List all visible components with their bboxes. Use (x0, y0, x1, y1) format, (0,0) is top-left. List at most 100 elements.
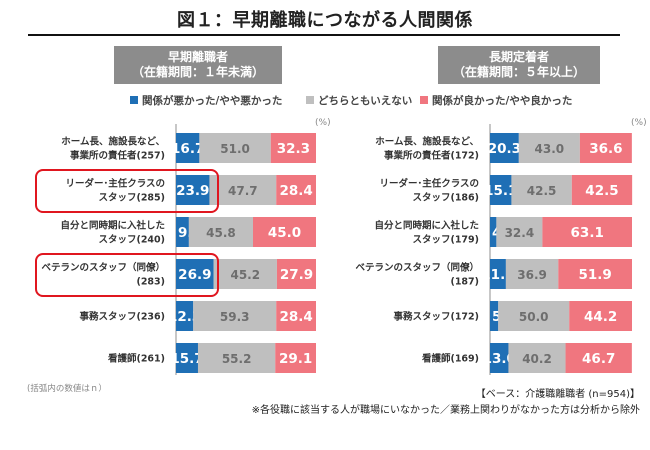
legend-item-neutral: どちらともいえない (306, 93, 412, 108)
right-bar-segment-good (542, 217, 632, 247)
right-bar-segment-bad (490, 301, 499, 331)
right-data-label-bad: 20.3 (488, 141, 521, 157)
left-category-label: 看護師(261) (108, 353, 165, 365)
right-bar-segment-bad (490, 259, 506, 289)
left-bar-segment-good (253, 217, 316, 247)
right-percent-unit: (%) (631, 118, 647, 128)
left-bar-segment-good (275, 343, 316, 373)
left-data-label-neutral: 59.3 (220, 310, 250, 324)
left-bar-segment-bad (176, 301, 194, 331)
left-data-label-bad: 16.7 (171, 141, 204, 157)
right-bar-segment-bad (490, 133, 519, 163)
right-bar-segment-neutral (508, 343, 566, 373)
right-bar-segment-neutral (518, 133, 580, 163)
right-panel-header: 長期定着者 （在籍期間：５年以上） (438, 46, 600, 84)
right-category-label: 自分と同時期に入社したスタッフ(179) (374, 220, 479, 246)
right-data-label-good: 44.2 (584, 309, 617, 325)
left-bar-segment-neutral (213, 259, 277, 289)
left-bar-segment-bad (176, 133, 200, 163)
left-bar-segment-bad (176, 175, 210, 205)
left-data-label-neutral: 47.7 (228, 184, 258, 198)
left-data-label-neutral: 45.8 (206, 226, 236, 240)
title-underline (28, 34, 620, 36)
left-data-label-good: 28.4 (279, 183, 312, 199)
right-data-label-neutral: 50.0 (519, 310, 549, 324)
left-data-label-bad: 15.7 (170, 351, 203, 367)
right-bar-segment-good (569, 301, 632, 331)
right-bar-segment-bad (490, 343, 509, 373)
legend-item-good: 関係が良かった/やや良かった (420, 93, 572, 108)
left-category-label: 自分と同時期に入社したスタッフ(240) (60, 220, 165, 246)
left-panel-subtitle: （在籍期間：１年未満） (131, 65, 264, 79)
right-category-label: 看護師(169) (422, 353, 479, 365)
right-panel-subtitle: （在籍期間：５年以上） (452, 65, 585, 79)
left-bar-segment-good (276, 301, 316, 331)
highlight-box-leader (35, 169, 219, 213)
legend-label-bad: 関係が悪かった/やや悪かった (142, 95, 283, 107)
left-bar-segment-neutral (199, 133, 271, 163)
left-data-label-neutral: 51.0 (220, 142, 250, 156)
right-bar-segment-neutral (505, 259, 559, 289)
right-bar-segment-neutral (496, 217, 543, 247)
left-percent-unit: (%) (315, 118, 331, 128)
left-bar-segment-neutral (193, 301, 277, 331)
left-bar-segment-good (270, 133, 316, 163)
left-data-label-good: 29.1 (279, 351, 312, 367)
legend-swatch-bad (130, 96, 138, 104)
left-category-label: 事務スタッフ(236) (79, 311, 165, 323)
right-bar-segment-good (579, 133, 632, 163)
left-panel-header: 早期離職者 （在籍期間：１年未満） (114, 46, 282, 84)
chart-legend: 関係が悪かった/やや悪かった どちらともいえない 関係が良かった/やや良かった (0, 93, 650, 111)
right-data-label-neutral: 40.2 (522, 352, 552, 366)
left-bar-segment-bad (176, 217, 189, 247)
right-bar-segment-neutral (511, 175, 572, 205)
right-data-label-neutral: 42.5 (527, 184, 557, 198)
right-data-label-neutral: 43.0 (535, 142, 565, 156)
left-bar-segment-good (276, 259, 316, 289)
left-category-label: ベテランのスタッフ（同僚）(283) (41, 262, 165, 288)
left-data-label-neutral: 45.2 (230, 268, 260, 282)
exclusion-note: ※各役職に該当する人が職場にいなかった／業務上関わりがなかった方は分析から除外 (251, 405, 640, 416)
right-bar-segment-bad (490, 217, 497, 247)
left-data-label-neutral: 55.2 (222, 352, 252, 366)
right-data-label-good: 51.9 (578, 267, 611, 283)
left-bar-segment-bad (176, 343, 198, 373)
base-note: 【ベース：介護職離職者 (n=954)】 (475, 389, 640, 400)
right-category-label: ホーム長、施設長など、事業所の責任者(172) (375, 136, 479, 162)
left-data-label-good: 45.0 (268, 225, 301, 241)
right-bar-segment-good (558, 259, 632, 289)
right-data-label-bad: 13.0 (483, 351, 516, 367)
left-bar-segment-bad (176, 259, 214, 289)
left-panel-title: 早期離職者 (167, 50, 228, 64)
left-bar-segment-neutral (197, 343, 276, 373)
right-data-label-good: 46.7 (582, 351, 615, 367)
left-data-label-bad: 23.9 (176, 183, 209, 199)
right-category-label: ベテランのスタッフ（同僚）(187) (355, 262, 479, 288)
left-data-label-bad: 12.3 (168, 309, 201, 325)
legend-label-good: 関係が良かった/やや良かった (432, 95, 573, 107)
right-bar-segment-neutral (498, 301, 570, 331)
right-category-label: 事務スタッフ(172) (393, 311, 479, 323)
left-bar-segment-good (276, 175, 316, 205)
right-category-label: リーダー･主任クラスのスタッフ(186) (379, 178, 479, 204)
left-data-label-good: 28.4 (279, 309, 312, 325)
right-data-label-bad: 15.1 (484, 183, 517, 199)
right-bar-segment-good (565, 343, 632, 373)
left-bar-segment-neutral (188, 217, 253, 247)
right-bar-segment-good (571, 175, 633, 205)
page-title: 図１：早期離職につながる人間関係 (177, 10, 473, 31)
parentheses-note: (括弧内の数値はｎ） (27, 384, 107, 394)
right-data-label-neutral: 36.9 (517, 268, 547, 282)
right-data-label-good: 42.5 (585, 183, 618, 199)
right-data-label-neutral: 32.4 (505, 226, 535, 240)
left-category-label: ホーム長、施設長など、事業所の責任者(257) (61, 136, 165, 162)
left-data-label-bad: 26.9 (178, 267, 211, 283)
legend-item-bad: 関係が悪かった/やや悪かった (130, 93, 282, 108)
right-panel-title: 長期定着者 (488, 50, 549, 64)
right-data-label-good: 36.6 (589, 141, 622, 157)
highlight-box-veteran (35, 253, 219, 297)
legend-label-neutral: どちらともいえない (318, 95, 413, 107)
left-data-label-good: 32.3 (277, 141, 310, 157)
right-data-label-good: 63.1 (571, 225, 604, 241)
